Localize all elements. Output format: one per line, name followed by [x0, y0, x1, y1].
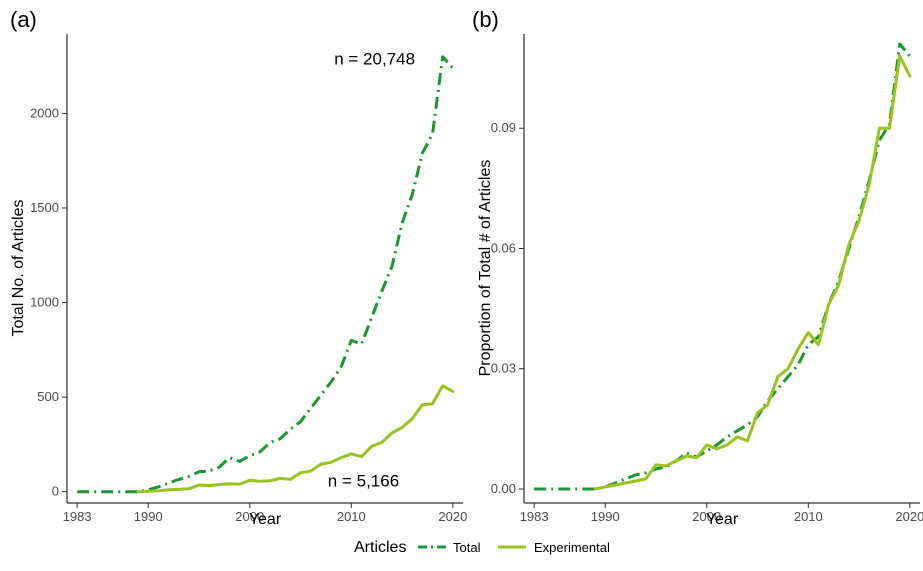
annotation-label: n = 5,166 [328, 471, 399, 490]
panel-a-x-title: Year [249, 511, 282, 528]
legend-label-experimental: Experimental [534, 540, 610, 555]
panel-a-label: (a) [10, 7, 37, 32]
x-tick-label: 2010 [794, 509, 823, 524]
panel-a-y-ticks: 0 500 1000 1500 2000 [30, 105, 67, 499]
x-tick-label: 1990 [134, 509, 163, 524]
x-tick-label: 2020 [438, 509, 467, 524]
y-tick-label: 0.06 [491, 240, 516, 255]
panel-b: (b) 0.00 0.03 0.06 0.09 1983 1990 2000 2010 202… [472, 7, 923, 528]
panel-a-series [77, 55, 455, 494]
x-tick-label: 2000 [235, 509, 264, 524]
panel-b-x-ticks: 1983 1990 2000 2010 2020 [520, 503, 923, 524]
y-tick-label: 1000 [30, 295, 59, 310]
x-tick-label: 1983 [63, 509, 92, 524]
x-tick-label: 2020 [895, 509, 923, 524]
panel-b-series [534, 42, 912, 491]
series-line-experimental [136, 384, 455, 494]
panel-b-label: (b) [472, 7, 499, 32]
y-tick-label: 500 [37, 389, 59, 404]
y-tick-label: 0.00 [491, 481, 516, 496]
y-tick-label: 0.09 [491, 120, 516, 135]
panel-b-y-ticks: 0.00 0.03 0.06 0.09 [491, 120, 524, 496]
panel-a-y-title: Total No. of Articles [10, 200, 27, 337]
panel-a-x-ticks: 1983 1990 2000 2010 2020 [63, 503, 467, 524]
legend: Articles Total Experimental [354, 539, 610, 556]
y-tick-label: 1500 [30, 200, 59, 215]
y-tick-label: 2000 [30, 105, 59, 120]
x-tick-label: 1990 [591, 509, 620, 524]
x-tick-label: 2010 [337, 509, 366, 524]
panel-b-x-title: Year [706, 511, 739, 528]
x-tick-label: 2000 [692, 509, 721, 524]
legend-title: Articles [354, 539, 406, 556]
y-tick-label: 0 [52, 484, 59, 499]
legend-label-total: Total [453, 540, 481, 555]
panel-a: (a) 0 500 1000 1500 2000 1983 1990 2000 2010 202… [10, 7, 467, 528]
panel-b-y-title: Proportion of Total # of Articles [477, 160, 494, 377]
x-tick-label: 1983 [520, 509, 549, 524]
series-line-experimental [593, 54, 912, 491]
series-line-total [534, 42, 911, 491]
series-line-total [77, 55, 454, 494]
panel-a-annotations: n = 20,748 n = 5,166 [328, 50, 415, 491]
y-tick-label: 0.03 [491, 361, 516, 376]
annotation-label: n = 20,748 [334, 50, 415, 69]
